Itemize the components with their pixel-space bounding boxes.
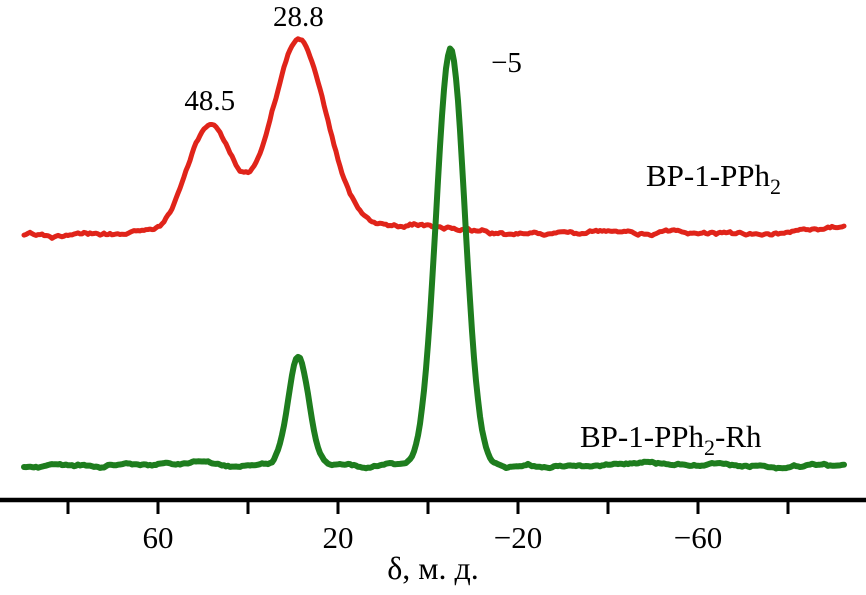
x-axis-tick-label: −60 — [674, 520, 722, 555]
x-axis-tick-label: −20 — [494, 520, 542, 555]
peak-label-BP-1-PPh2-Rh: −5 — [491, 47, 522, 79]
traces-group — [21, 36, 847, 472]
series-labels-group: BP-1-PPh2 BP-1-PPh2-Rh — [580, 158, 781, 460]
x-axis-tick-label: 20 — [323, 520, 354, 555]
x-axis-title: δ, м. д. — [387, 550, 479, 586]
series-label-BP-1-PPh2-Rh: BP-1-PPh2-Rh — [580, 419, 762, 460]
spectrum-trace-BP-1-PPh2-Rh — [21, 45, 847, 472]
x-axis-tick-label: 60 — [143, 520, 174, 555]
peak-label-BP-1-PPh2: 48.5 — [184, 85, 235, 117]
peak-label-BP-1-PPh2: 28.8 — [273, 1, 324, 33]
peak-annotations-group: 48.5 28.8 −5 — [184, 1, 522, 117]
x-axis-ticks-group — [66, 500, 790, 514]
series-label-BP-1-PPh2: BP-1-PPh2 — [646, 158, 781, 199]
x-axis-tick-labels-group: 60 20 −20 −60 — [143, 520, 723, 555]
